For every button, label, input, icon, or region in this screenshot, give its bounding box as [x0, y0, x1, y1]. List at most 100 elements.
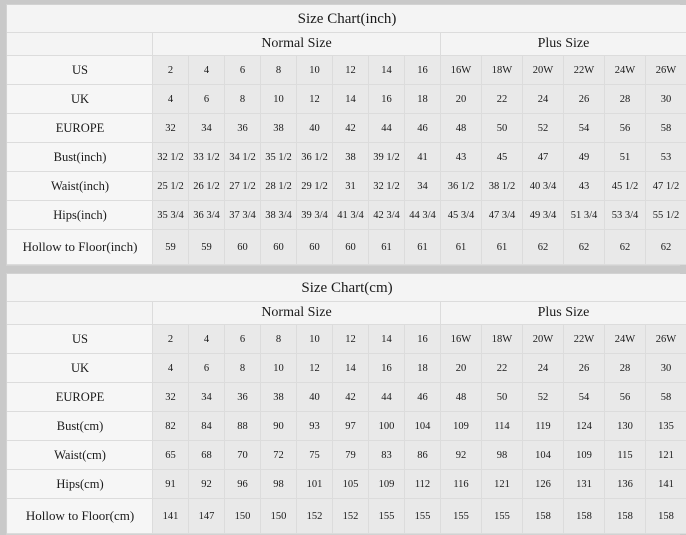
- table-cell: 93: [297, 412, 333, 441]
- table-cell: 59: [189, 230, 225, 265]
- table-cell: 26: [564, 85, 605, 114]
- table-cell: 34: [189, 383, 225, 412]
- table-cell: 39 1/2: [369, 143, 405, 172]
- table-cell: 6: [189, 85, 225, 114]
- table-cell: 45 3/4: [441, 201, 482, 230]
- table-cell: 24W: [605, 56, 646, 85]
- table-cell: 26: [564, 354, 605, 383]
- table-cell: 14: [333, 85, 369, 114]
- row-label: US: [8, 325, 153, 354]
- row-label: Bust(inch): [8, 143, 153, 172]
- table-cell: 55 1/2: [646, 201, 686, 230]
- table-cell: 114: [482, 412, 523, 441]
- table-cell: 42: [333, 114, 369, 143]
- table-cell: 47 3/4: [482, 201, 523, 230]
- table-cell: 2: [153, 325, 189, 354]
- table-cell: 40: [297, 383, 333, 412]
- table-cell: 83: [369, 441, 405, 470]
- table-cell: 60: [297, 230, 333, 265]
- table-cell: 4: [189, 325, 225, 354]
- table-cell: 98: [482, 441, 523, 470]
- table-cell: 36: [225, 114, 261, 143]
- group-header-plus-size: Plus Size: [441, 33, 686, 56]
- table-cell: 130: [605, 412, 646, 441]
- table-cell: 150: [225, 499, 261, 534]
- table-cell: 116: [441, 470, 482, 499]
- table-cell: 119: [523, 412, 564, 441]
- table-cell: 16: [369, 85, 405, 114]
- table-cell: 33 1/2: [189, 143, 225, 172]
- chart-title-row: Size Chart(cm): [8, 275, 686, 302]
- table-cell: 135: [646, 412, 686, 441]
- table-cell: 20W: [523, 56, 564, 85]
- table-cell: 31: [333, 172, 369, 201]
- table-cell: 36 3/4: [189, 201, 225, 230]
- table-cell: 155: [441, 499, 482, 534]
- table-cell: 158: [564, 499, 605, 534]
- table-cell: 38: [261, 383, 297, 412]
- table-cell: 61: [482, 230, 523, 265]
- table-cell: 53 3/4: [605, 201, 646, 230]
- row-label: UK: [8, 85, 153, 114]
- table-cell: 152: [333, 499, 369, 534]
- table-cell: 34: [189, 114, 225, 143]
- table-cell: 6: [225, 56, 261, 85]
- table-cell: 18W: [482, 325, 523, 354]
- table-cell: 32 1/2: [153, 143, 189, 172]
- table-cell: 36 1/2: [441, 172, 482, 201]
- table-cell: 158: [646, 499, 686, 534]
- table-cell: 40 3/4: [523, 172, 564, 201]
- table-cell: 62: [646, 230, 686, 265]
- table-cell: 126: [523, 470, 564, 499]
- table-cell: 37 3/4: [225, 201, 261, 230]
- row-label: Bust(cm): [8, 412, 153, 441]
- table-cell: 14: [369, 56, 405, 85]
- table-cell: 8: [261, 325, 297, 354]
- table-cell: 29 1/2: [297, 172, 333, 201]
- table-cell: 61: [369, 230, 405, 265]
- table-cell: 16: [369, 354, 405, 383]
- table-cell: 10: [297, 325, 333, 354]
- table-cell: 16: [405, 56, 441, 85]
- table-cell: 14: [333, 354, 369, 383]
- table-cell: 38: [261, 114, 297, 143]
- table-cell: 44 3/4: [405, 201, 441, 230]
- table-cell: 59: [153, 230, 189, 265]
- table-cell: 28: [605, 85, 646, 114]
- table-cell: 32: [153, 114, 189, 143]
- table-cell: 36 1/2: [297, 143, 333, 172]
- table-cell: 22W: [564, 325, 605, 354]
- group-header-corner: [8, 33, 153, 56]
- table-cell: 131: [564, 470, 605, 499]
- table-cell: 4: [189, 56, 225, 85]
- table-cell: 105: [333, 470, 369, 499]
- table-cell: 109: [369, 470, 405, 499]
- table-cell: 27 1/2: [225, 172, 261, 201]
- table-cell: 25 1/2: [153, 172, 189, 201]
- table-cell: 109: [441, 412, 482, 441]
- table-cell: 41: [405, 143, 441, 172]
- table-cell: 109: [564, 441, 605, 470]
- table-cell: 48: [441, 114, 482, 143]
- table-cell: 28 1/2: [261, 172, 297, 201]
- table-cell: 92: [189, 470, 225, 499]
- table-cell: 115: [605, 441, 646, 470]
- table-cell: 30: [646, 85, 686, 114]
- row-label: Hips(inch): [8, 201, 153, 230]
- table-cell: 51: [605, 143, 646, 172]
